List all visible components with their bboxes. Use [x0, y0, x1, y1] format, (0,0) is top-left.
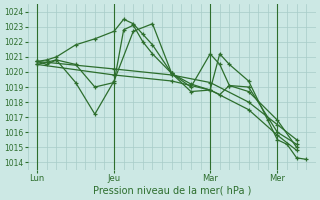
X-axis label: Pression niveau de la mer( hPa ): Pression niveau de la mer( hPa )	[92, 186, 251, 196]
